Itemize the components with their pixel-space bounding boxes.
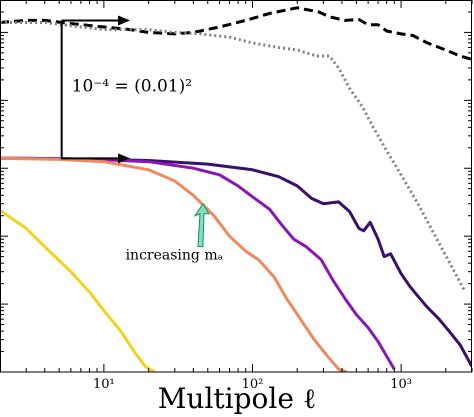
x-tick-label: 10¹: [93, 377, 115, 392]
increasing-mass-annotation: increasing mₐ: [126, 248, 224, 264]
annotation-layer: 10⁻⁴ = (0.01)² increasing mₐ: [60, 15, 224, 264]
series-line-5: [0, 209, 156, 372]
series-line-0: [0, 6, 472, 61]
series-line-3: [0, 156, 396, 370]
plot-frame: [0, 0, 472, 373]
series-line-4: [0, 156, 348, 372]
arrow-head-bottom: [118, 153, 131, 164]
series-line-1: [0, 21, 467, 293]
series-line-2: [0, 156, 472, 368]
x-axis-label: Multipole ℓ: [158, 382, 316, 415]
tick-layer: 10¹ 10² 10³: [0, 0, 473, 392]
arrow-head-top: [118, 15, 131, 26]
increasing-mass-arrow: [193, 202, 210, 248]
x-tick-label: 10³: [390, 377, 412, 392]
x-tick-label: 10²: [242, 377, 264, 392]
ratio-annotation: 10⁻⁴ = (0.01)²: [72, 76, 192, 96]
ratio-bracket-arrow: [60, 19, 121, 160]
series-layer: [0, 6, 472, 372]
